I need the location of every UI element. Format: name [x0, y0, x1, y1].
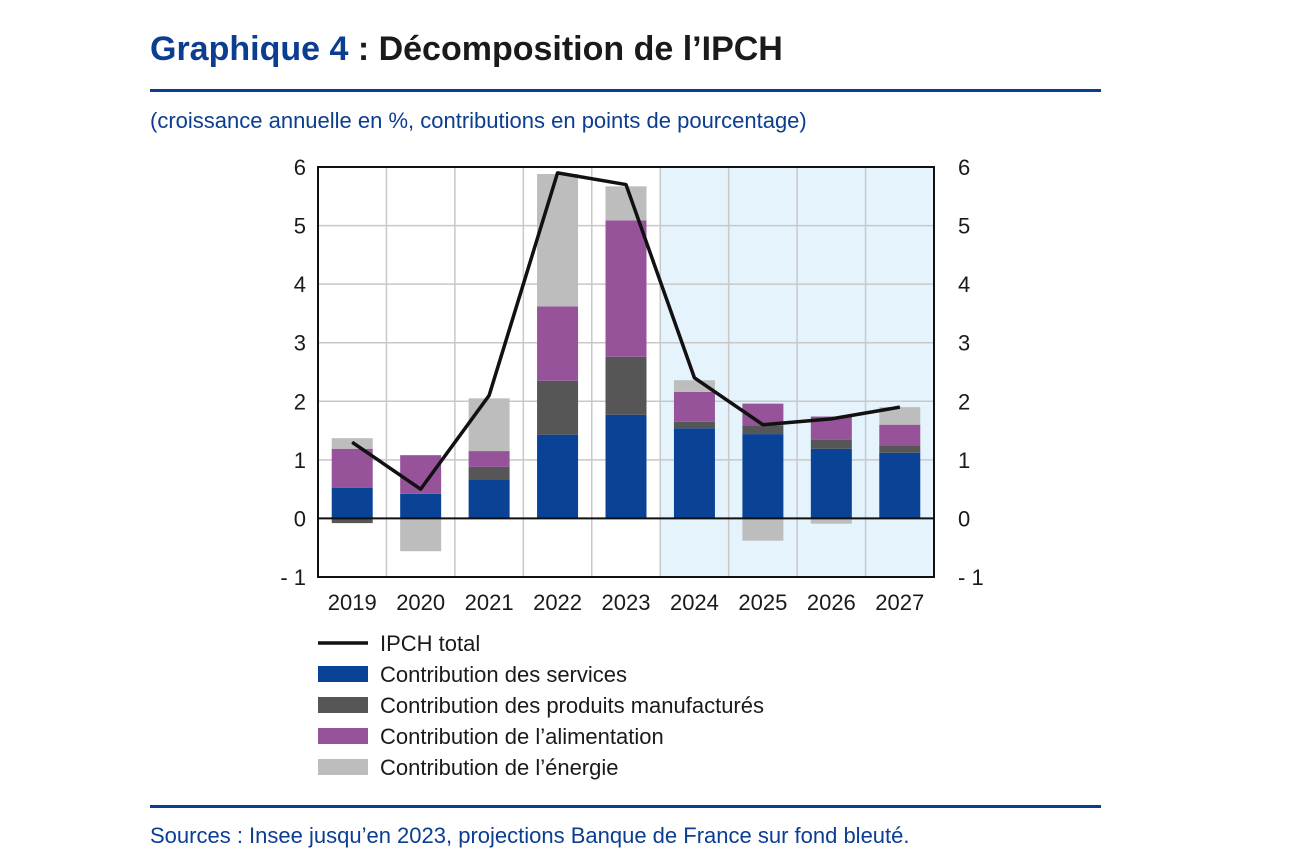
- x-tick-label: 2024: [670, 590, 719, 615]
- x-tick-label: 2019: [328, 590, 377, 615]
- y-tick-label-right: 3: [958, 331, 970, 356]
- y-tick-label-right: 6: [958, 155, 970, 180]
- chart-subtitle: (croissance annuelle en %, contributions…: [150, 108, 807, 133]
- x-tick-label: 2022: [533, 590, 582, 615]
- bar-alimentation: [537, 306, 579, 381]
- y-tick-label-right: 5: [958, 214, 970, 239]
- y-tick-label-right: 2: [958, 389, 970, 414]
- bar-energie: [468, 398, 510, 452]
- y-tick-label-right: 4: [958, 272, 970, 297]
- bar-energie: [810, 518, 852, 524]
- bar-manufactures: [742, 425, 784, 435]
- x-tick-label: 2027: [875, 590, 924, 615]
- legend-label: Contribution de l’énergie: [380, 755, 619, 780]
- title-rule: [150, 89, 1101, 92]
- legend-label: Contribution des produits manufacturés: [380, 693, 764, 718]
- bar-energie: [400, 518, 442, 552]
- x-tick-label: 2025: [738, 590, 787, 615]
- ipch-total-point: [830, 418, 832, 420]
- legend-box-services: [318, 666, 368, 682]
- ipch-total-point: [762, 424, 764, 426]
- ipch-total-point: [351, 441, 353, 443]
- bar-manufactures: [879, 445, 921, 453]
- bar-alimentation: [879, 424, 921, 446]
- bar-energie: [742, 518, 784, 541]
- bar-alimentation: [468, 451, 510, 467]
- legend-label: Contribution des services: [380, 662, 627, 687]
- bar-services: [673, 428, 715, 519]
- y-tick-label-left: 3: [294, 331, 306, 356]
- bar-manufactures: [331, 518, 373, 524]
- bar-manufactures: [673, 421, 715, 429]
- bar-energie: [879, 407, 921, 425]
- bar-manufactures: [605, 356, 647, 415]
- bar-alimentation: [810, 416, 852, 440]
- bar-services: [879, 452, 921, 519]
- legend-label: Contribution de l’alimentation: [380, 724, 664, 749]
- x-tick-label: 2026: [807, 590, 856, 615]
- bar-services: [810, 448, 852, 519]
- bar-energie: [537, 174, 579, 307]
- bar-energie: [673, 380, 715, 392]
- bar-manufactures: [810, 439, 852, 449]
- chart-title-number: Graphique 4: [150, 30, 349, 68]
- y-tick-label-left: 5: [294, 214, 306, 239]
- plot-frame: [317, 166, 935, 578]
- y-tick-label-left: - 1: [280, 565, 306, 590]
- bar-services: [400, 493, 442, 519]
- bar-alimentation: [742, 403, 784, 426]
- y-tick-label-left: 0: [294, 506, 306, 531]
- x-tick-label: 2020: [396, 590, 445, 615]
- bar-alimentation: [331, 448, 373, 488]
- bar-alimentation: [673, 391, 715, 422]
- y-tick-label-left: 6: [294, 155, 306, 180]
- bar-manufactures: [537, 380, 579, 435]
- ipch-total-point: [693, 377, 695, 379]
- bar-energie: [605, 186, 647, 221]
- bar-services: [331, 487, 373, 519]
- y-tick-label-right: - 1: [958, 565, 984, 590]
- y-tick-label-left: 1: [294, 448, 306, 473]
- y-tick-label-left: 2: [294, 389, 306, 414]
- legend-label: IPCH total: [380, 631, 480, 656]
- chart-source: Sources : Insee jusqu’en 2023, projectio…: [150, 823, 910, 848]
- bar-manufactures: [468, 466, 510, 480]
- ipch-total-point: [625, 184, 627, 186]
- bar-services: [468, 479, 510, 519]
- legend-box-energie: [318, 759, 368, 775]
- chart-title-text: : Décomposition de l’IPCH: [348, 30, 783, 68]
- x-tick-label: 2021: [465, 590, 514, 615]
- y-tick-label-right: 0: [958, 506, 970, 531]
- bar-services: [742, 434, 784, 519]
- bar-alimentation: [605, 220, 647, 357]
- ipch-total-point: [899, 406, 901, 408]
- ipch-total-point: [488, 394, 490, 396]
- ipch-total-point: [557, 172, 559, 174]
- legend-box-alimentation: [318, 728, 368, 744]
- x-tick-label: 2023: [602, 590, 651, 615]
- footer-rule: [150, 805, 1101, 808]
- y-tick-label-left: 4: [294, 272, 306, 297]
- bar-services: [537, 434, 579, 519]
- chart-title: Graphique 4 : Décomposition de l’IPCH: [150, 30, 783, 69]
- y-tick-label-right: 1: [958, 448, 970, 473]
- legend-box-manufactures: [318, 697, 368, 713]
- bar-services: [605, 414, 647, 519]
- ipch-total-point: [420, 488, 422, 490]
